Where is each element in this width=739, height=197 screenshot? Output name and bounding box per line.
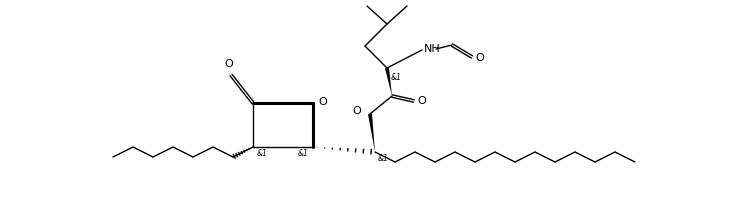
Text: &1: &1 <box>298 149 309 158</box>
Polygon shape <box>385 68 392 96</box>
Text: &1: &1 <box>257 149 268 158</box>
Polygon shape <box>368 114 375 152</box>
Text: O: O <box>417 96 426 106</box>
Text: &1: &1 <box>378 154 389 163</box>
Text: &1: &1 <box>391 73 402 82</box>
Text: O: O <box>318 97 327 107</box>
Text: O: O <box>225 59 234 69</box>
Text: NH: NH <box>424 44 440 54</box>
Text: O: O <box>353 106 361 116</box>
Text: O: O <box>475 53 484 63</box>
